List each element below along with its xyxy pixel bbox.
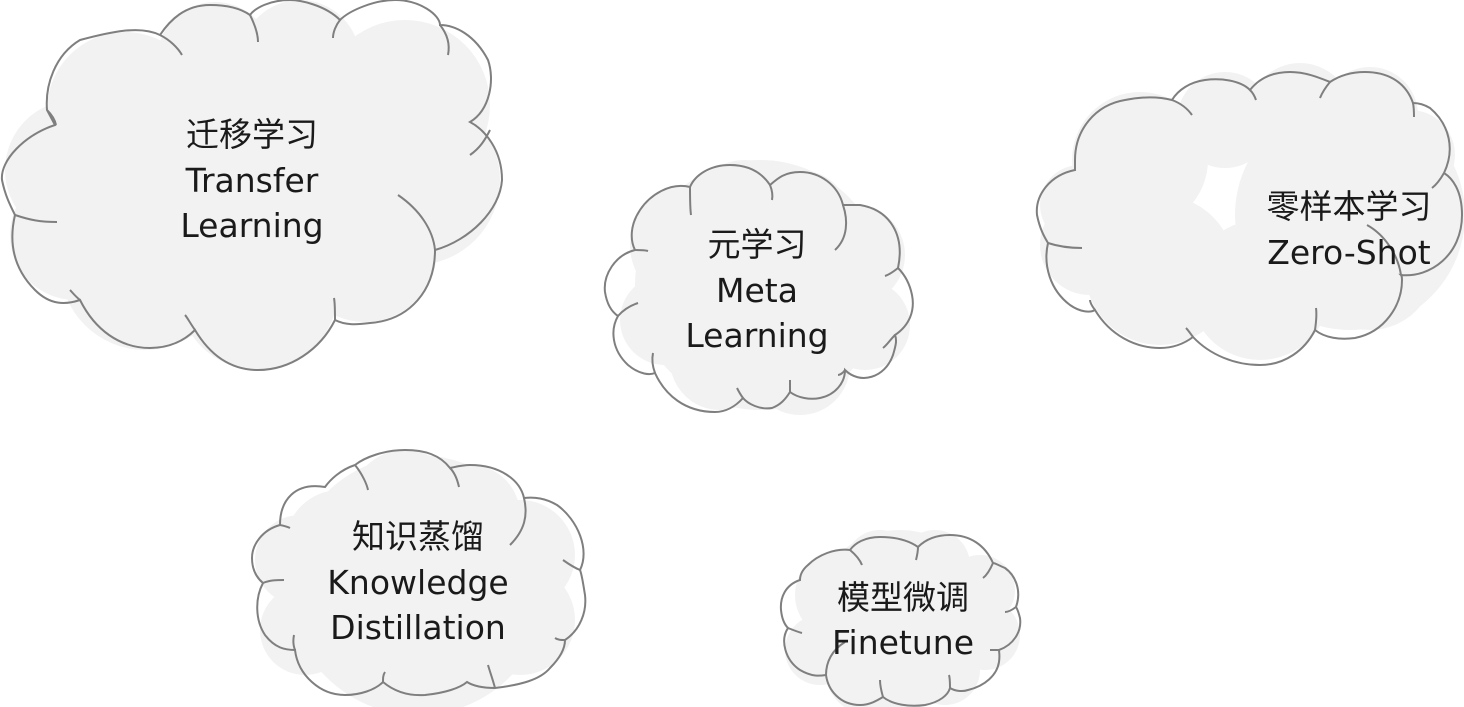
cloud-label-en-line1: Meta — [716, 271, 798, 310]
cloud-shape — [0, 0, 504, 372]
cloud-label-en-line1: Finetune — [832, 623, 974, 662]
cloud-shape — [250, 448, 587, 707]
cloud-label-en-line1: Transfer — [185, 161, 319, 200]
cloud-label-zh: 迁移学习 — [186, 115, 318, 154]
cloud-meta-learning: 元学习 Meta Learning — [603, 160, 914, 415]
cloud-finetune: 模型微调 Finetune — [779, 530, 1022, 707]
cloud-label-en-line2: Learning — [180, 206, 323, 245]
cloud-label-zh: 知识蒸馏 — [352, 517, 484, 556]
cloud-label-en-line1: Zero-Shot — [1267, 233, 1431, 272]
cloud-label-en-line2: Distillation — [330, 608, 506, 647]
cloud-label-zh: 元学习 — [708, 225, 807, 264]
cloud-shape — [1035, 63, 1464, 367]
cloud-label-en-line2: Learning — [685, 316, 828, 355]
cloud-zero-shot: 零样本学习 Zero-Shot — [1035, 63, 1464, 367]
cloud-label-zh: 模型微调 — [837, 578, 969, 617]
cloud-shape — [779, 530, 1022, 707]
cloud-shape — [603, 160, 914, 415]
cloud-knowledge-distillation: 知识蒸馏 Knowledge Distillation — [250, 448, 587, 707]
cloud-label-zh: 零样本学习 — [1267, 187, 1432, 226]
cloud-transfer-learning: 迁移学习 Transfer Learning — [0, 0, 504, 372]
cloud-label-en-line1: Knowledge — [327, 563, 508, 602]
